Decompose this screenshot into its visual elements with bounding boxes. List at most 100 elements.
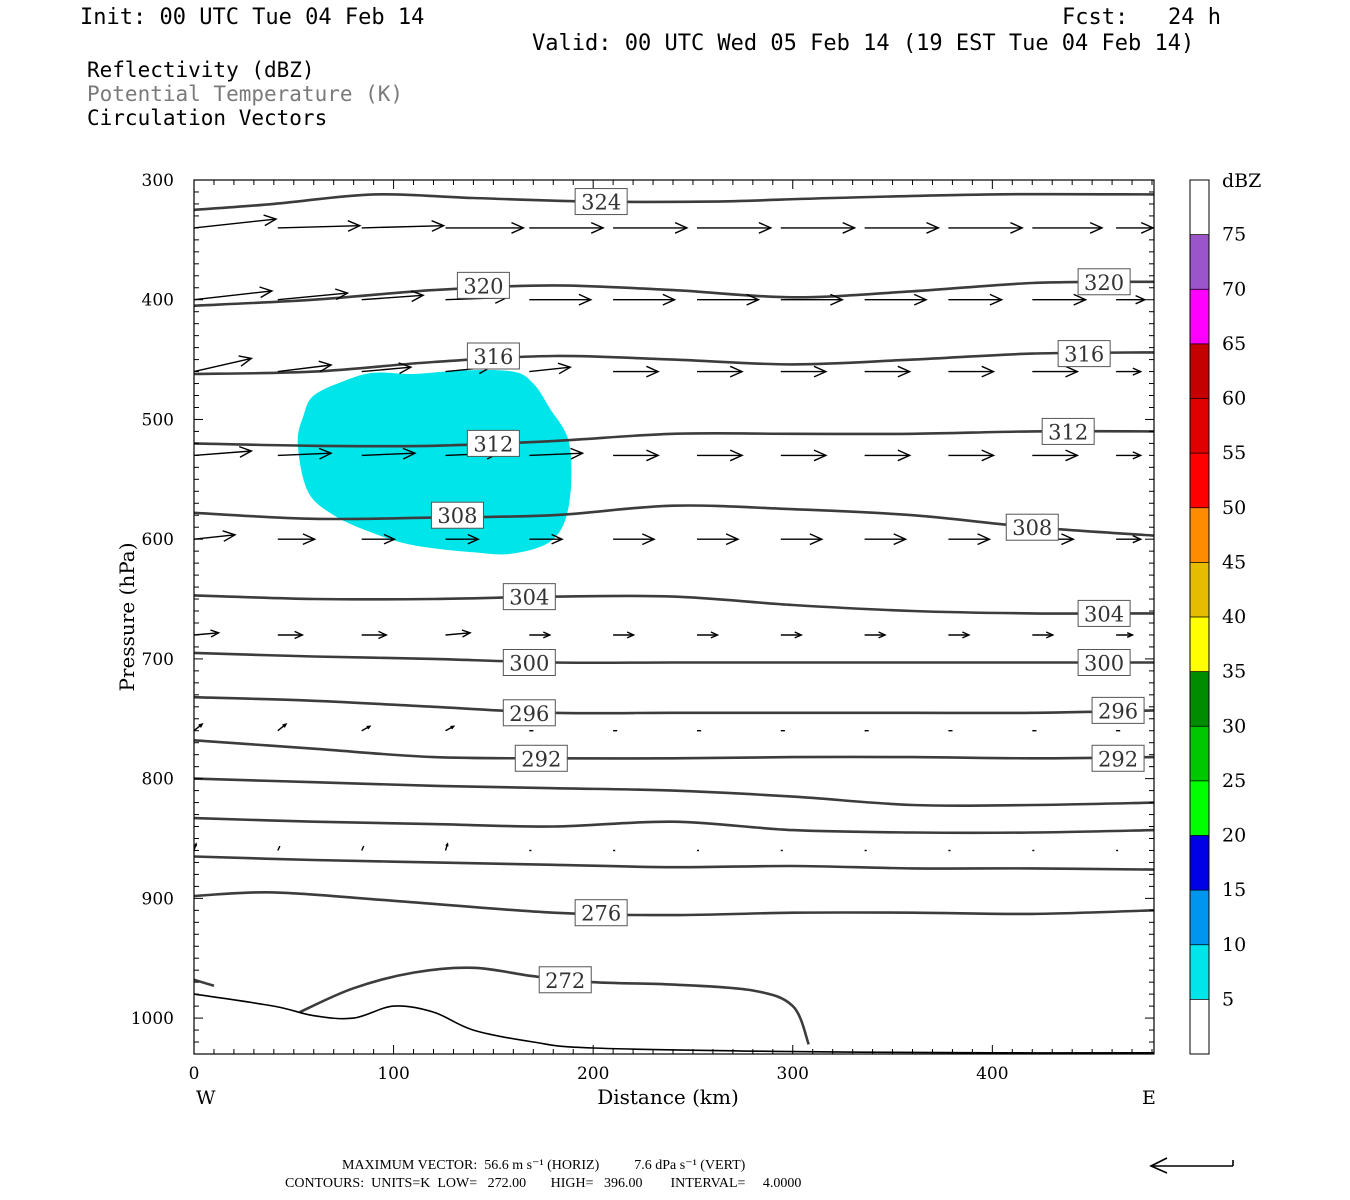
colorbar-segment <box>1190 726 1209 781</box>
vector-head <box>710 631 720 639</box>
vector-head <box>646 365 660 378</box>
vector-head <box>1065 365 1080 378</box>
colorbar-level-label: 40 <box>1222 606 1246 628</box>
contour-label-box <box>538 966 592 994</box>
vector-head <box>578 293 593 306</box>
contour-label: 300 <box>502 648 556 676</box>
init-time: Init: 00 UTC Tue 04 Feb 14 <box>80 5 425 30</box>
wind-vector <box>361 630 389 640</box>
wind-vector <box>361 725 372 732</box>
wind-vector <box>780 449 828 462</box>
contour-label: 320 <box>456 271 510 299</box>
wind-vector <box>697 293 761 306</box>
wind-vector <box>529 447 585 460</box>
colorbar-level-label: 5 <box>1222 988 1234 1010</box>
contour-label-text: 300 <box>509 651 549 675</box>
wind-vector <box>864 365 912 378</box>
wind-vector <box>445 725 456 732</box>
contour-label-text: 292 <box>1098 747 1138 771</box>
vector-head <box>809 533 824 546</box>
wind-vector <box>864 221 941 234</box>
colorbar-segment <box>1190 343 1209 399</box>
wind-vector <box>948 533 992 546</box>
vector-shaft <box>277 452 332 457</box>
vector-head <box>989 293 1004 306</box>
theta-contour-276 <box>193 890 1155 917</box>
vector-head <box>981 365 996 378</box>
vector-head <box>193 842 197 847</box>
vector-head <box>222 530 237 542</box>
wind-vector <box>361 533 397 545</box>
colorbar-level-label: 55 <box>1222 442 1246 464</box>
ground-line <box>193 993 1155 1054</box>
reflectivity-layer <box>297 370 572 555</box>
vector-shaft <box>445 632 471 636</box>
wind-vector <box>529 362 573 375</box>
contour-label-text: 316 <box>1064 343 1104 367</box>
contour-label-box <box>1091 696 1145 724</box>
vector-head <box>551 533 564 545</box>
x-tick-label: 0 <box>189 1064 200 1084</box>
contour-label-text: 296 <box>509 702 549 726</box>
contour-label-box <box>574 899 628 927</box>
contour-label-text: 300 <box>1084 651 1124 675</box>
theta-contour-324 <box>193 192 1155 212</box>
contour-label-text: 276 <box>581 902 621 926</box>
vector-shaft <box>193 357 252 373</box>
wind-vector <box>361 220 446 232</box>
vector-head <box>431 220 446 232</box>
wind-vector <box>445 221 526 234</box>
contour-label-text: 324 <box>581 191 621 215</box>
vector-head <box>511 221 526 234</box>
contour-label: 296 <box>1091 696 1145 724</box>
contours-text: CONTOURS: UNITS=K LOW= 272.00 HIGH= 396.… <box>285 1176 802 1191</box>
west-label: W <box>196 1087 216 1109</box>
contour-label-text: 312 <box>1048 420 1088 444</box>
wind-vector <box>445 629 472 638</box>
vector-head <box>210 629 221 638</box>
vector-head <box>626 631 636 639</box>
vector-head <box>398 362 413 375</box>
axes-layer: 0 100 200 300 400 300 400 500 600 700 800 900 1000 W E… <box>115 171 1156 1109</box>
wind-vector <box>193 355 254 373</box>
vector-head <box>282 722 288 728</box>
contour-label-text: 312 <box>473 432 513 456</box>
colorbar-segment <box>1190 289 1209 344</box>
vector-layer <box>193 214 1155 852</box>
contour-label-box <box>514 744 568 772</box>
contour-label-layer: 324 320 320 316 316 312 312 308 308 304 304 300 300 2… <box>430 188 1145 994</box>
vector-head <box>1061 533 1076 546</box>
contour-label-text: 316 <box>473 345 513 369</box>
vector-head <box>977 533 992 546</box>
vector-head <box>402 447 417 460</box>
vector-head <box>238 445 254 458</box>
wind-vector <box>1116 451 1143 460</box>
contour-label-text: 308 <box>437 504 477 528</box>
wind-vector <box>277 533 317 546</box>
colorbar-segment <box>1190 780 1209 836</box>
wind-vector <box>277 845 281 851</box>
wind-vector <box>277 722 288 732</box>
theta-contour-308 <box>193 504 1155 537</box>
contour-label-text: 320 <box>1084 271 1124 295</box>
theta-contour-316 <box>193 351 1155 376</box>
colorbar-segment <box>1190 507 1209 563</box>
colorbar-segment <box>1190 999 1209 1054</box>
vector-head <box>378 630 389 640</box>
colorbar-level-label: 75 <box>1222 224 1246 246</box>
vector-head <box>981 449 996 462</box>
vector-head <box>842 221 857 234</box>
wind-vector <box>864 293 928 306</box>
vector-head <box>1126 631 1135 638</box>
y-tick-label: 300 <box>142 171 174 191</box>
contour-label: 316 <box>466 342 520 370</box>
wind-vector <box>1032 365 1080 378</box>
contour-label: 272 <box>538 966 592 994</box>
vector-head <box>1045 631 1055 639</box>
colorbar-segment <box>1190 617 1209 672</box>
theta-contour-280 <box>193 855 1155 871</box>
colorbar-segment <box>1190 398 1209 454</box>
vector-shaft <box>193 534 236 540</box>
vector-head <box>1135 294 1147 305</box>
contour-label-text: 308 <box>1012 516 1052 540</box>
